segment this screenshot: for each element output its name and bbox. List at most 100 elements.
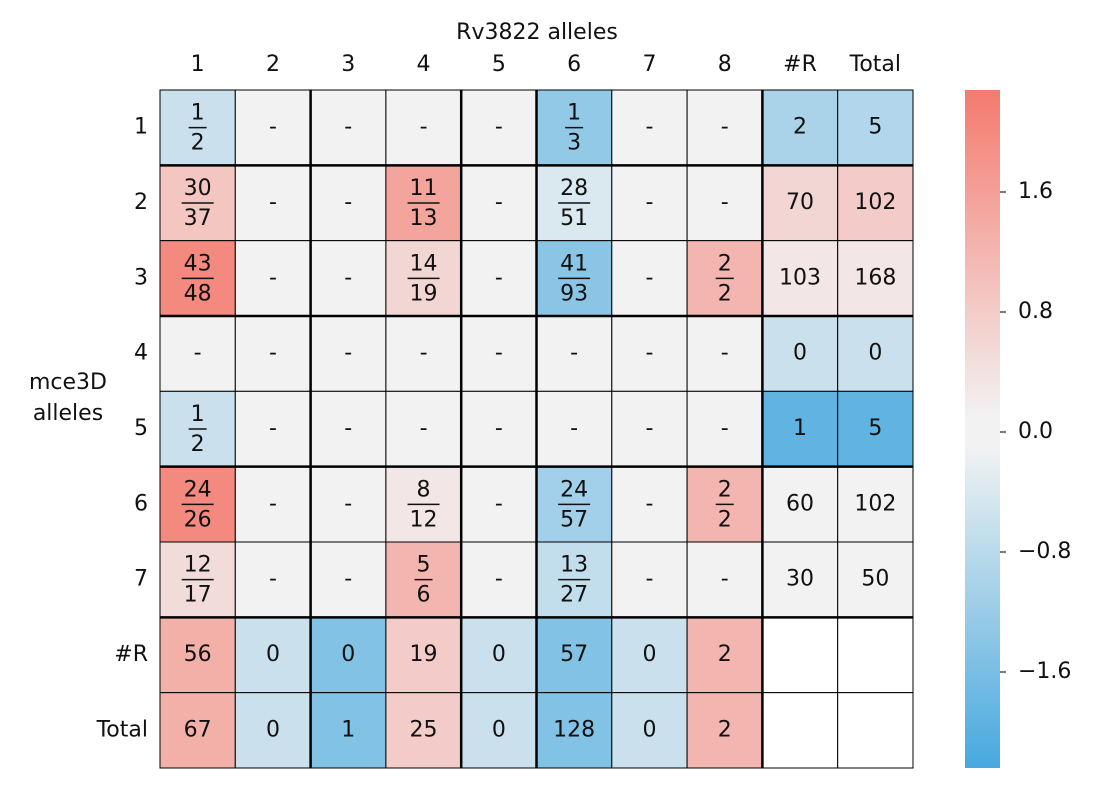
fraction-numerator: 24 — [184, 477, 212, 502]
y-tick-label: 3 — [134, 265, 148, 290]
fraction-numerator: 41 — [560, 251, 588, 276]
cell-label: 128 — [553, 717, 595, 742]
cell — [686, 164, 763, 242]
cell-label: - — [344, 265, 352, 290]
cell-label: 0 — [868, 341, 882, 366]
cell-label: - — [645, 341, 653, 366]
cell — [837, 541, 914, 618]
fraction-numerator: 1 — [191, 402, 205, 427]
fraction-denominator: 2 — [191, 432, 205, 457]
cell — [686, 692, 763, 769]
empty-cell — [761, 692, 839, 769]
fraction-denominator: 51 — [560, 206, 588, 231]
fraction-numerator: 13 — [560, 553, 588, 578]
cell-label: - — [269, 265, 277, 290]
fraction-denominator: 26 — [184, 507, 212, 532]
cell-label: - — [495, 416, 503, 441]
cell-label: 30 — [786, 567, 814, 592]
x-tick-label: 5 — [492, 52, 506, 77]
cell — [761, 164, 839, 242]
cell-label: - — [645, 567, 653, 592]
fraction-denominator: 13 — [410, 206, 438, 231]
cell-label: - — [495, 341, 503, 366]
cell-label: 2 — [793, 115, 807, 140]
cell-label: 19 — [410, 642, 438, 667]
cell-label: 0 — [642, 717, 656, 742]
cell-label: 0 — [642, 642, 656, 667]
cell — [234, 164, 312, 242]
fraction-denominator: 27 — [560, 583, 588, 608]
colorbar-tick-label: 0.0 — [1018, 419, 1053, 444]
fraction-numerator: 28 — [560, 176, 588, 201]
cell — [837, 240, 914, 317]
cell — [837, 164, 914, 242]
cell-label: - — [269, 416, 277, 441]
cell-label: 57 — [560, 642, 588, 667]
cell-label: - — [570, 416, 578, 441]
fraction-denominator: 12 — [410, 507, 438, 532]
cell-label: - — [269, 567, 277, 592]
cell — [159, 315, 236, 392]
cell-label: - — [645, 115, 653, 140]
y-tick-label: 4 — [134, 341, 148, 366]
fraction-denominator: 37 — [184, 206, 212, 231]
fraction-denominator: 48 — [184, 281, 212, 306]
cell-label: - — [269, 190, 277, 215]
cell — [234, 692, 312, 769]
cell-label: 56 — [184, 642, 212, 667]
x-tick-label: 6 — [567, 52, 581, 77]
fraction-numerator: 43 — [184, 251, 212, 276]
cell — [611, 240, 688, 317]
cell-label: - — [721, 416, 729, 441]
fraction-numerator: 12 — [184, 553, 212, 578]
cell — [837, 89, 914, 166]
y-tick-label: 7 — [134, 567, 148, 592]
cell-label: 0 — [492, 642, 506, 667]
colorbar-tick-label: 0.8 — [1018, 299, 1053, 324]
cell — [385, 692, 462, 769]
cell — [310, 616, 387, 694]
cell — [611, 692, 688, 769]
cell-label: 0 — [341, 642, 355, 667]
cell — [761, 541, 839, 618]
fraction-numerator: 24 — [560, 477, 588, 502]
colorbar — [965, 90, 1000, 768]
cell — [686, 315, 763, 392]
cell — [234, 390, 312, 468]
cell-label: 60 — [786, 491, 814, 516]
x-tick-label: 7 — [642, 52, 656, 77]
y-tick-label: 6 — [134, 491, 148, 516]
cell-label: - — [420, 341, 428, 366]
cell-label: - — [344, 567, 352, 592]
cell-label: - — [269, 115, 277, 140]
fraction-denominator: 19 — [410, 281, 438, 306]
cell-label: 103 — [779, 265, 821, 290]
cell-label: - — [495, 115, 503, 140]
x-tick-label: #R — [783, 52, 817, 77]
cell-label: - — [344, 491, 352, 516]
cell — [234, 466, 312, 543]
cell — [536, 390, 613, 468]
empty-cell — [761, 616, 839, 694]
cell — [234, 89, 312, 166]
cell-label: - — [570, 341, 578, 366]
colorbar-tick-label: −0.8 — [1018, 539, 1071, 564]
cell-label: - — [420, 416, 428, 441]
cell-label: - — [721, 567, 729, 592]
fraction-denominator: 17 — [184, 583, 212, 608]
cell-label: 102 — [854, 190, 896, 215]
cell — [837, 390, 914, 468]
cell-label: 70 — [786, 190, 814, 215]
cell — [310, 541, 387, 618]
fraction-denominator: 93 — [560, 281, 588, 306]
fraction-numerator: 2 — [718, 477, 732, 502]
cell-label: - — [420, 115, 428, 140]
cell-label: - — [721, 341, 729, 366]
colorbar-tick-label: −1.6 — [1018, 659, 1071, 684]
colorbar-tick-label: 1.6 — [1018, 179, 1053, 204]
cell-label: 5 — [868, 115, 882, 140]
fraction-numerator: 1 — [567, 101, 581, 126]
cell — [460, 315, 538, 392]
cell-label: - — [495, 567, 503, 592]
cell-label: - — [645, 491, 653, 516]
